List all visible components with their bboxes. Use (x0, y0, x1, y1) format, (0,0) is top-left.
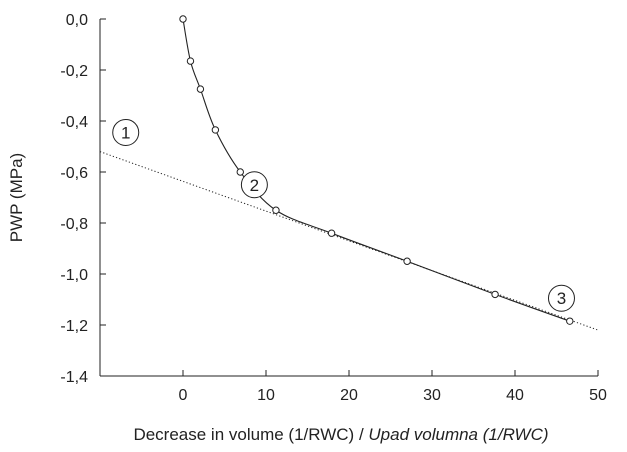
data-point-marker (179, 15, 187, 23)
x-tick-label: 50 (589, 387, 607, 404)
x-tick-label: 20 (340, 387, 358, 404)
x-ticks: 0 10 20 30 40 50 (179, 370, 607, 404)
x-axis-title-italic: Upad volumna (1/RWC) (368, 425, 548, 444)
data-point-marker (186, 57, 195, 65)
y-ticks: 0,0 -0,2 -0,4 -0,6 -0,8 -1,0 -1,2 -1,4 (60, 12, 106, 386)
y-axis-title: PWP (MPa) (7, 153, 26, 242)
series-curve (182, 18, 570, 322)
y-tick-label: -0,4 (60, 114, 88, 131)
data-point-marker (196, 85, 205, 93)
callout-circle (547, 284, 575, 312)
x-tick-label: 10 (257, 387, 275, 404)
series-layer (99, 15, 599, 331)
x-axis-title-separator: / (354, 425, 368, 444)
callout-2: 2 (240, 171, 268, 199)
annotation-layer: 1 2 3 (112, 118, 575, 312)
y-tick-label: -0,6 (60, 165, 88, 182)
data-point-marker (272, 206, 280, 214)
callout-label: 1 (121, 123, 130, 142)
callout-label: 2 (250, 176, 259, 195)
plot-area: 0,0 -0,2 -0,4 -0,6 -0,8 -1,0 -1,2 -1,4 0 10 20 30 4… (60, 12, 607, 404)
data-point-marker (211, 126, 220, 134)
data-point-marker (236, 168, 244, 176)
extrapolation-line (99, 151, 599, 331)
x-axis-title-main: Decrease in volume (1/RWC) (133, 425, 354, 444)
data-point-marker (327, 229, 336, 237)
callout-label: 3 (557, 289, 566, 308)
x-tick-label: 40 (506, 387, 524, 404)
callout-1: 1 (112, 118, 140, 146)
callout-circle (240, 171, 268, 199)
y-tick-label: -1,2 (60, 318, 88, 335)
data-point-marker (403, 257, 411, 265)
y-tick-label: -1,0 (60, 267, 88, 284)
callout-3: 3 (547, 284, 575, 312)
data-point-marker (491, 290, 499, 299)
y-tick-label: -0,2 (60, 63, 88, 80)
callout-circle (112, 118, 140, 146)
y-tick-label: 0,0 (66, 12, 88, 29)
x-tick-label: 30 (423, 387, 441, 404)
data-point-marker (566, 317, 574, 325)
x-tick-label: 0 (179, 387, 188, 404)
x-axis-title: Decrease in volume (1/RWC) / Upad volumn… (133, 425, 548, 444)
y-tick-label: -0,8 (60, 216, 88, 233)
y-tick-label: -1,4 (60, 369, 88, 386)
